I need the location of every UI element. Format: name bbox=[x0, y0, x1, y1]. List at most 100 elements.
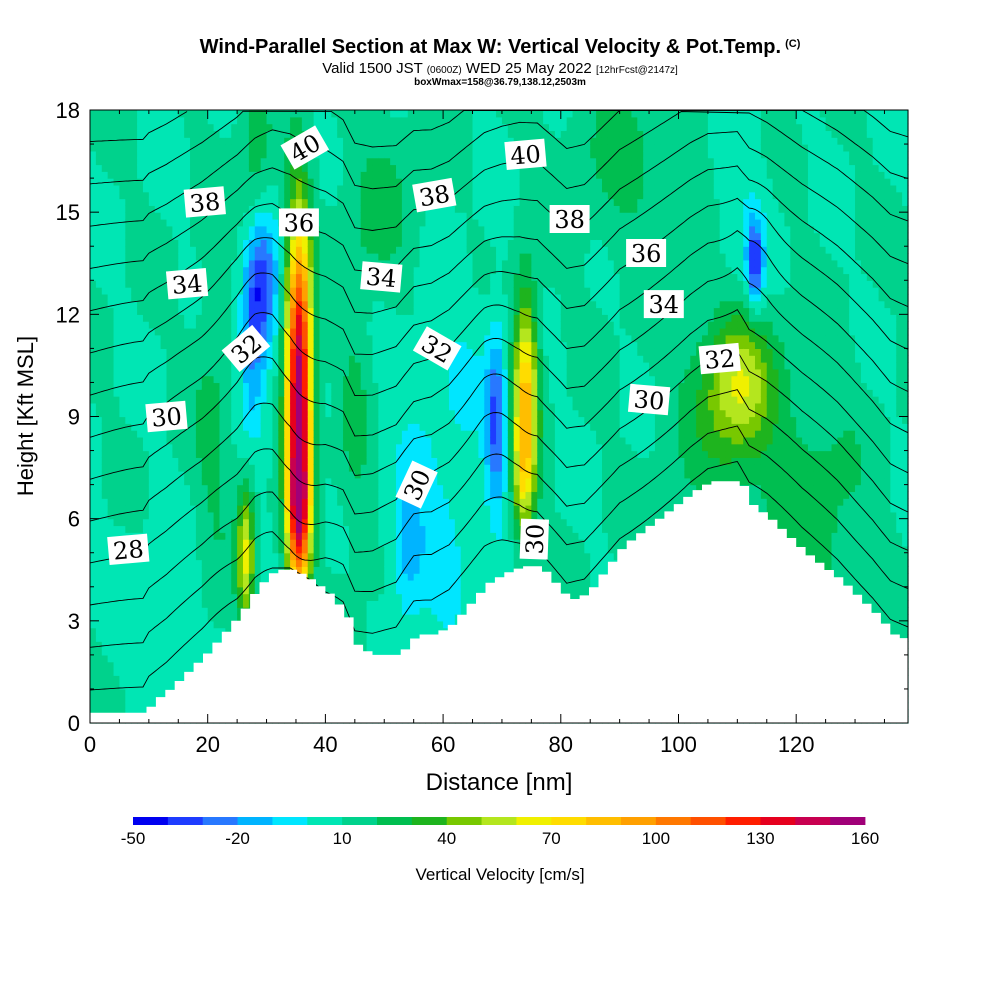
w-cell bbox=[142, 355, 150, 363]
w-cell bbox=[337, 579, 344, 588]
w-cell bbox=[154, 314, 162, 322]
w-cell bbox=[113, 157, 121, 166]
w-cell bbox=[95, 545, 103, 554]
w-cell bbox=[207, 307, 215, 315]
w-cell bbox=[142, 171, 150, 179]
w-cell bbox=[396, 518, 403, 527]
w-cell bbox=[360, 620, 368, 629]
w-cell bbox=[372, 300, 379, 309]
w-cell bbox=[107, 327, 115, 336]
w-cell bbox=[90, 450, 97, 458]
w-cell bbox=[231, 579, 238, 588]
w-cell bbox=[295, 525, 303, 533]
w-cell bbox=[360, 239, 368, 247]
w-cell bbox=[184, 491, 191, 499]
w-cell bbox=[390, 232, 397, 241]
w-cell bbox=[348, 150, 356, 159]
w-cell bbox=[254, 430, 262, 438]
w-cell bbox=[360, 511, 368, 520]
w-cell bbox=[184, 654, 191, 663]
w-cell bbox=[372, 457, 379, 465]
w-cell bbox=[166, 116, 173, 125]
w-cell bbox=[119, 178, 126, 186]
w-cell bbox=[101, 559, 109, 567]
w-cell bbox=[266, 225, 274, 234]
w-cell bbox=[325, 450, 332, 458]
w-cell bbox=[278, 348, 285, 356]
w-cell bbox=[195, 348, 203, 356]
w-cell bbox=[178, 627, 185, 636]
w-cell bbox=[407, 614, 415, 622]
w-cell bbox=[95, 470, 103, 479]
w-cell bbox=[290, 525, 297, 533]
w-cell bbox=[313, 491, 321, 499]
w-cell bbox=[195, 157, 203, 166]
w-cell bbox=[154, 382, 162, 390]
w-cell bbox=[90, 341, 97, 349]
w-cell bbox=[260, 232, 268, 241]
w-cell bbox=[142, 464, 150, 472]
w-cell bbox=[213, 545, 221, 554]
w-cell bbox=[337, 470, 344, 479]
w-cell bbox=[243, 402, 250, 411]
w-cell bbox=[172, 470, 179, 479]
w-cell bbox=[219, 157, 226, 166]
w-cell bbox=[401, 348, 409, 356]
w-cell bbox=[207, 620, 215, 629]
w-cell bbox=[225, 300, 232, 309]
w-cell bbox=[378, 436, 385, 445]
w-cell bbox=[231, 273, 238, 281]
w-cell bbox=[190, 402, 197, 411]
w-cell bbox=[178, 443, 185, 452]
w-cell bbox=[401, 225, 409, 234]
w-cell bbox=[160, 586, 168, 595]
w-cell bbox=[295, 280, 303, 288]
w-cell bbox=[172, 498, 179, 506]
w-cell bbox=[407, 280, 415, 288]
w-cell bbox=[178, 327, 185, 336]
w-cell bbox=[166, 593, 173, 601]
w-cell bbox=[125, 430, 132, 438]
w-cell bbox=[254, 525, 262, 533]
w-cell bbox=[195, 532, 203, 540]
w-cell bbox=[366, 123, 374, 132]
w-cell bbox=[284, 559, 291, 567]
w-cell bbox=[119, 184, 126, 193]
w-cell bbox=[260, 443, 268, 452]
w-cell bbox=[360, 477, 368, 486]
w-cell bbox=[225, 280, 232, 288]
w-cell bbox=[160, 450, 168, 458]
w-cell bbox=[266, 559, 274, 567]
w-cell bbox=[95, 457, 103, 465]
w-cell bbox=[225, 253, 232, 261]
w-cell bbox=[290, 355, 297, 363]
w-cell bbox=[372, 191, 379, 200]
w-cell bbox=[137, 389, 144, 397]
w-cell bbox=[254, 164, 262, 172]
w-cell bbox=[343, 491, 350, 499]
w-cell bbox=[301, 307, 309, 315]
w-cell bbox=[401, 341, 409, 349]
w-cell bbox=[284, 334, 291, 343]
w-cell bbox=[231, 300, 238, 309]
w-cell bbox=[248, 239, 256, 247]
w-cell bbox=[366, 559, 374, 567]
w-cell bbox=[384, 430, 391, 438]
w-cell bbox=[260, 246, 268, 254]
w-cell bbox=[284, 253, 291, 261]
w-cell bbox=[266, 239, 274, 247]
w-cell bbox=[307, 518, 315, 527]
w-cell bbox=[225, 457, 232, 465]
w-cell bbox=[166, 579, 173, 588]
w-cell bbox=[213, 525, 221, 533]
w-cell bbox=[260, 300, 268, 309]
w-cell bbox=[137, 327, 144, 336]
w-cell bbox=[213, 334, 221, 343]
w-cell bbox=[348, 273, 356, 281]
w-cell bbox=[113, 314, 121, 322]
w-cell bbox=[413, 573, 421, 581]
w-cell bbox=[160, 266, 168, 275]
w-cell bbox=[107, 334, 115, 343]
w-cell bbox=[184, 409, 191, 418]
w-cell bbox=[301, 246, 309, 254]
